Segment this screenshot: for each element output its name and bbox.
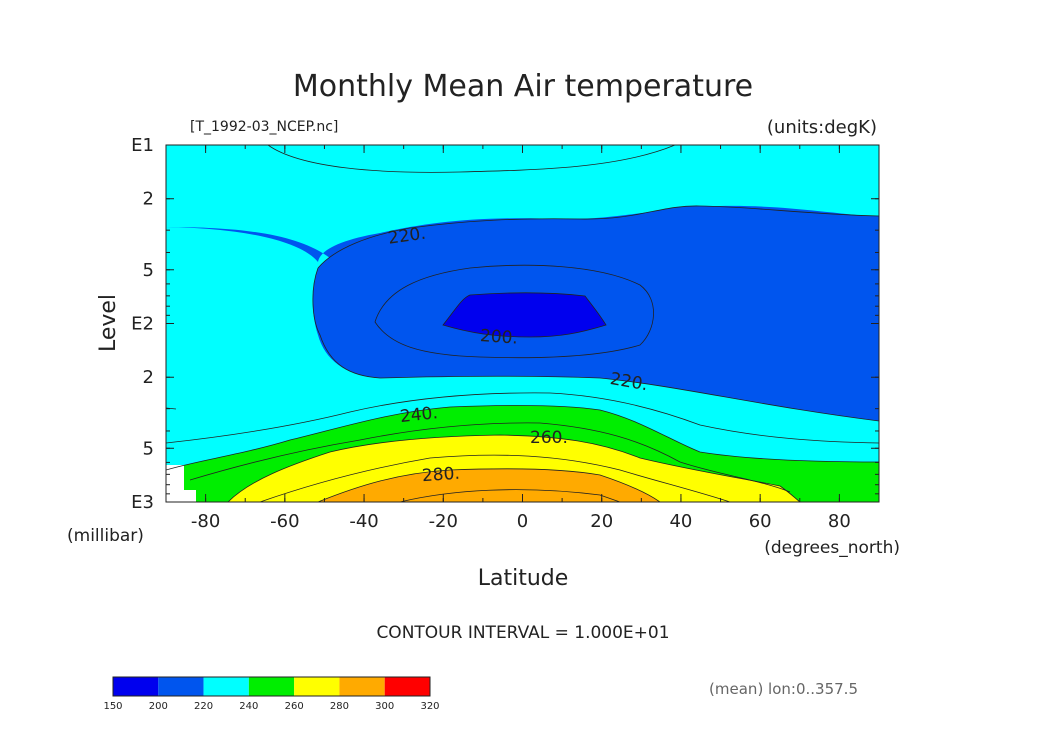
colorbar-swatch (113, 677, 159, 696)
x-tick-label: 80 (828, 511, 851, 532)
y-axis-units: (millibar) (67, 526, 144, 546)
region-280-300 (318, 468, 660, 502)
x-tick-label: 60 (749, 511, 772, 532)
colorbar-swatch (384, 677, 430, 696)
colorbar-frame (112, 676, 431, 697)
colorbar-swatch (294, 677, 340, 696)
colorbar-label: 320 (420, 701, 439, 712)
y-axis-title: Level (96, 294, 121, 352)
colorbar-label: 150 (103, 701, 122, 712)
contour-label-group: 220. 200. 220. 240. 260. 280. (387, 224, 649, 487)
units-label: (units:degK) (767, 117, 877, 138)
colorbar-swatch (248, 677, 295, 696)
x-axis-units: (degrees_north) (764, 538, 900, 558)
x-axis: -80 -60 -40 -20 0 20 40 60 80 (165, 145, 880, 532)
colorbar-label: 220 (194, 701, 213, 712)
y-tick-label: 5 (143, 438, 154, 459)
colorbar-swatch (339, 677, 385, 696)
contour-fill-area: 220. 200. 220. 240. 260. 280. (166, 145, 879, 502)
y-tick-label: E1 (131, 135, 154, 156)
y-tick-label: E2 (131, 314, 154, 335)
x-tick-label: -80 (191, 511, 220, 532)
contour-label: 240. (399, 403, 439, 427)
y-tick-label: 5 (143, 260, 154, 281)
colorbar-label: 280 (330, 701, 349, 712)
colorbar: 150 200 220 240 260 280 300 320 (103, 676, 440, 712)
contour-label: 200. (479, 326, 518, 349)
region-below-200 (443, 292, 606, 337)
y-tick-label: 2 (143, 189, 154, 210)
contour-label: 260. (530, 428, 568, 448)
footer-note: (mean) lon:0..357.5 (709, 680, 858, 698)
colorbar-swatch (203, 677, 249, 696)
missing-data-corner (166, 465, 184, 502)
colorbar-label: 240 (239, 701, 258, 712)
y-tick-label: 2 (143, 367, 154, 388)
colorbar-label: 200 (149, 701, 168, 712)
x-axis-title: Latitude (478, 566, 569, 591)
file-label: [T_1992-03_NCEP.nc] (190, 119, 338, 135)
contour-interval: CONTOUR INTERVAL = 1.000E+01 (376, 623, 669, 643)
x-tick-label: 40 (669, 511, 692, 532)
y-tick-label: E3 (131, 492, 154, 513)
x-tick-label: 0 (517, 511, 528, 532)
x-tick-label: -60 (270, 511, 299, 532)
colorbar-label: 300 (375, 701, 394, 712)
contour-label: 280. (421, 464, 460, 487)
x-tick-label: 20 (590, 511, 613, 532)
colorbar-label: 260 (285, 701, 304, 712)
colorbar-swatch (158, 677, 204, 696)
x-tick-label: -20 (429, 511, 458, 532)
x-tick-label: -40 (349, 511, 378, 532)
y-axis: E1 2 5 E2 2 5 E3 (131, 135, 879, 513)
chart-title: Monthly Mean Air temperature (293, 69, 753, 104)
